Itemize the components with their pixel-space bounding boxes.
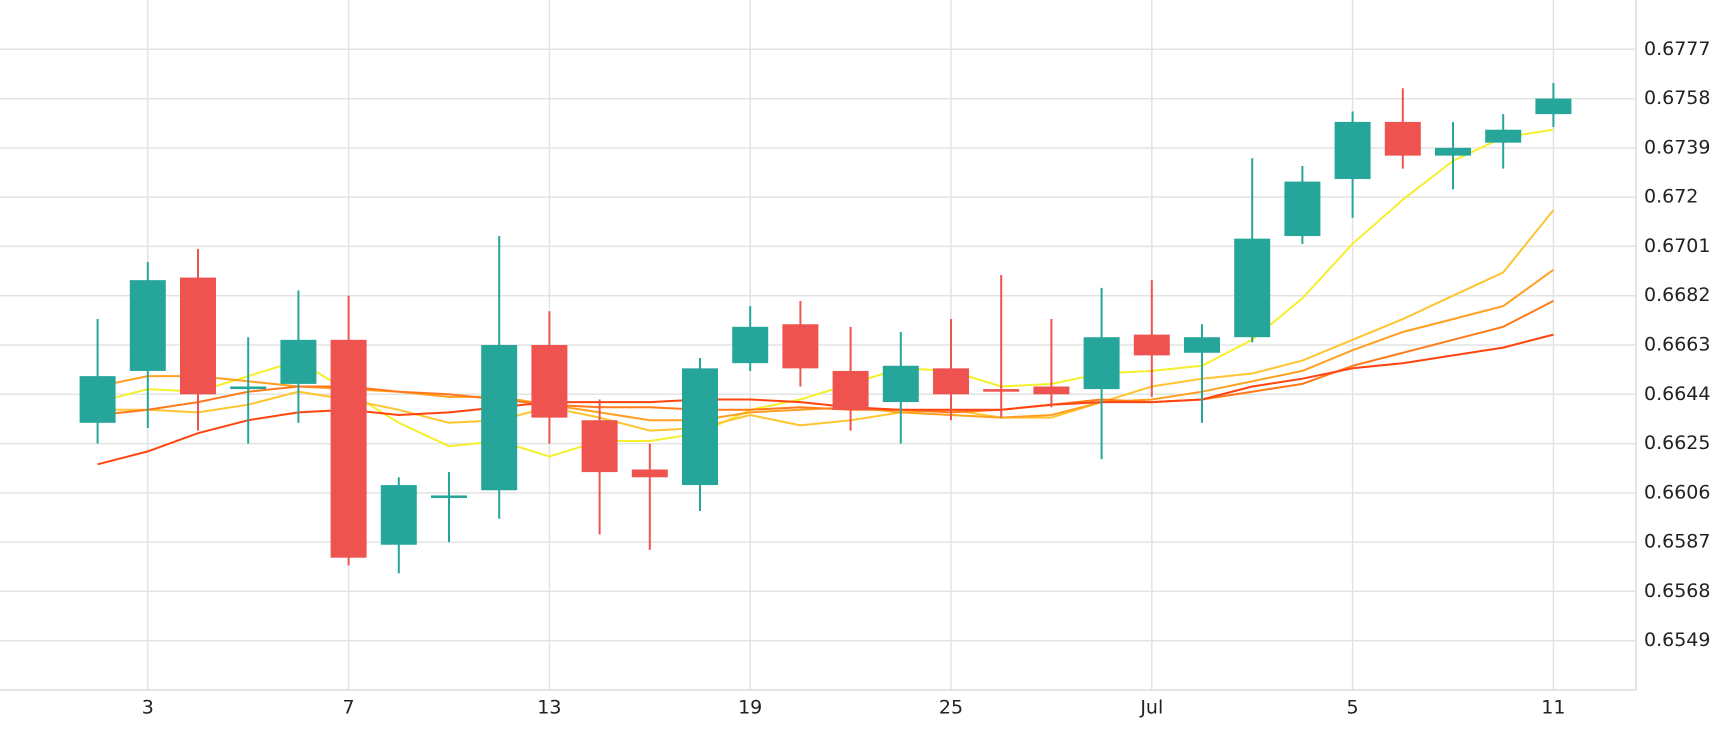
y-tick-label: 0.6625 bbox=[1644, 432, 1710, 454]
y-tick-label: 0.6644 bbox=[1644, 383, 1710, 405]
candle-body bbox=[1033, 386, 1070, 395]
candle-body bbox=[1535, 98, 1572, 115]
x-tick-label: 11 bbox=[1541, 697, 1565, 719]
y-tick-label: 0.6606 bbox=[1644, 481, 1710, 503]
y-tick-label: 0.6587 bbox=[1644, 531, 1710, 553]
candle-body bbox=[380, 485, 417, 545]
candle-body bbox=[631, 469, 668, 478]
candle-body bbox=[1334, 121, 1371, 179]
candle-body bbox=[531, 345, 568, 418]
candle-body bbox=[983, 389, 1020, 392]
candle-body bbox=[79, 376, 116, 423]
labels: 0.6549 0.6568 0.6587 0.6606 0.6625 0.6644 0.66… bbox=[142, 38, 1711, 719]
candle-body bbox=[129, 280, 166, 371]
x-tick-label: 13 bbox=[537, 697, 561, 719]
candle-body bbox=[1485, 129, 1522, 143]
candle-body bbox=[882, 365, 919, 403]
y-tick-label: 0.6777 bbox=[1644, 38, 1710, 60]
candle-body bbox=[832, 370, 869, 410]
candle-body bbox=[431, 495, 467, 499]
candle-body bbox=[933, 368, 969, 395]
candle-body bbox=[280, 339, 317, 384]
candle-body bbox=[1133, 334, 1170, 356]
candle-body bbox=[732, 326, 769, 364]
y-tick-label: 0.6682 bbox=[1644, 284, 1710, 306]
candle-body bbox=[1083, 337, 1120, 390]
candle-body bbox=[782, 324, 819, 369]
moving-average-line bbox=[97, 209, 1555, 432]
candle-body bbox=[1435, 147, 1471, 156]
candle-body bbox=[682, 368, 718, 486]
candle-body bbox=[230, 386, 267, 390]
candle-body bbox=[330, 339, 367, 558]
y-tick-label: 0.6568 bbox=[1644, 580, 1710, 602]
candle-body bbox=[180, 277, 216, 395]
x-tick-label: 25 bbox=[939, 697, 963, 719]
candle-body bbox=[1184, 337, 1220, 353]
candle-body bbox=[481, 345, 518, 491]
y-tick-label: 0.6663 bbox=[1644, 334, 1710, 356]
y-tick-label: 0.672 bbox=[1644, 186, 1698, 208]
candle-body bbox=[1284, 181, 1321, 237]
y-tick-label: 0.6758 bbox=[1644, 87, 1710, 109]
x-tick-label: 3 bbox=[142, 697, 154, 719]
y-tick-label: 0.6701 bbox=[1644, 235, 1710, 257]
moving-averages bbox=[97, 128, 1555, 466]
y-tick-label: 0.6549 bbox=[1644, 629, 1710, 651]
y-tick-label: 0.6739 bbox=[1644, 136, 1710, 158]
x-tick-label: 5 bbox=[1347, 697, 1359, 719]
x-tick-label: Jul bbox=[1139, 697, 1163, 719]
candle-body bbox=[1234, 238, 1271, 338]
candle-body bbox=[581, 420, 618, 473]
candles bbox=[79, 83, 1572, 574]
x-tick-label: 7 bbox=[343, 697, 355, 719]
candle-body bbox=[1384, 121, 1421, 156]
x-tick-label: 19 bbox=[738, 697, 762, 719]
